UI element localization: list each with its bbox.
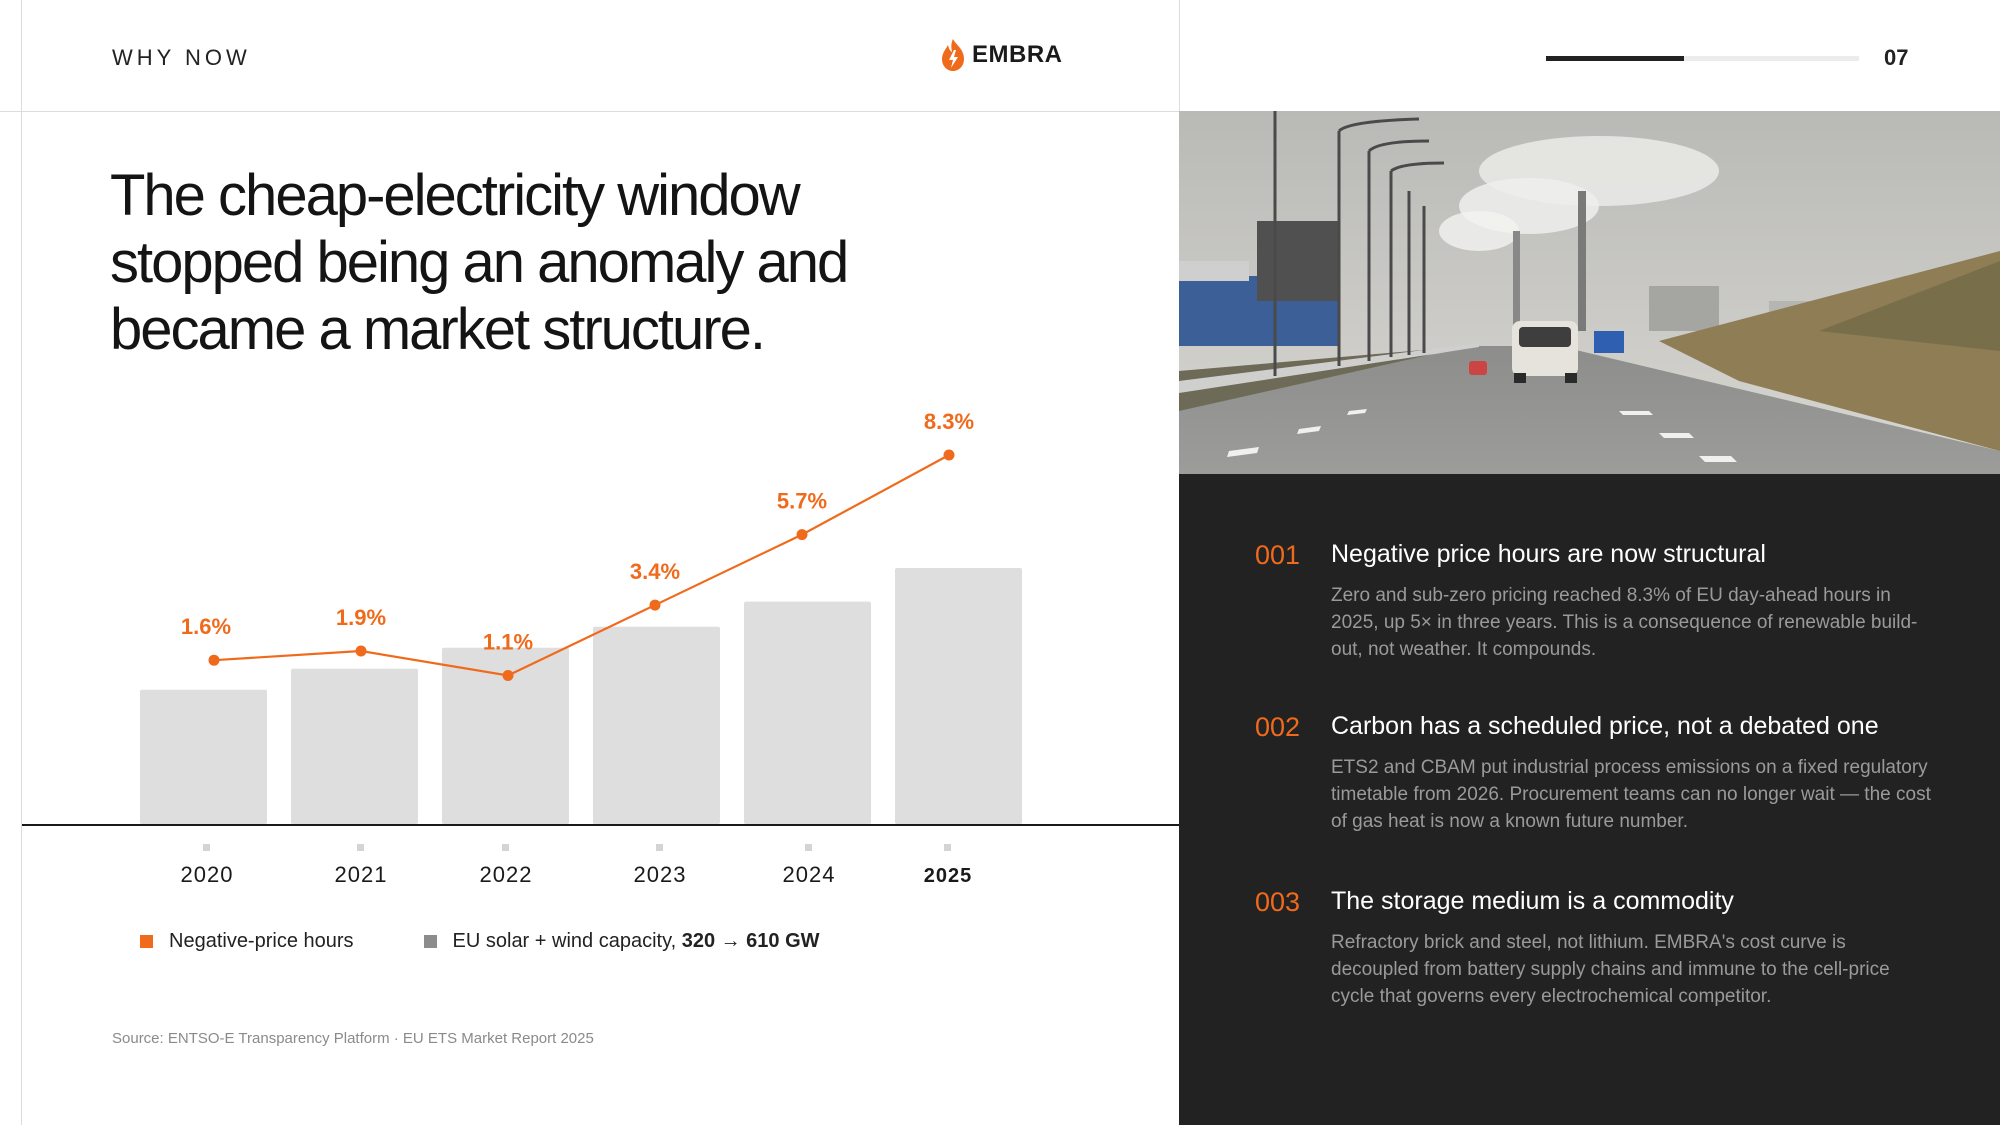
- line-point-2025: [943, 449, 955, 461]
- left-panel: WHY NOW EMBRA The cheap-electricity wind…: [0, 0, 1179, 1125]
- progress-fill: [1546, 56, 1684, 61]
- legend-label-bar-text: EU solar + wind capacity,: [452, 930, 682, 952]
- point-title: Negative price hours are now structural: [1331, 540, 1766, 568]
- legend-label-line: Negative-price hours: [169, 930, 354, 952]
- bar-2023: [593, 626, 720, 824]
- legend-item-negative-price: Negative-price hours: [140, 930, 354, 953]
- industrial-highway-photo: [1179, 111, 2000, 474]
- line-point-2021: [355, 645, 367, 657]
- x-tick-label-2023: 2023: [634, 862, 687, 887]
- point-body: ETS2 and CBAM put industrial process emi…: [1331, 757, 1931, 832]
- x-tick-2020: [203, 844, 210, 851]
- legend-item-capacity: EU solar + wind capacity, 320 → 610 GW: [423, 930, 820, 953]
- right-panel: 07: [1179, 0, 2000, 1125]
- bar-2022: [442, 647, 569, 824]
- x-tick-2025: [944, 844, 951, 851]
- x-tick-label-2024: 2024: [783, 862, 836, 887]
- line-point-2020: [208, 654, 220, 666]
- bar-2024: [744, 601, 871, 824]
- page-number: 07: [1884, 45, 1909, 70]
- legend-swatch-orange: [140, 935, 153, 948]
- brand-logo: EMBRA: [940, 38, 1063, 72]
- data-label-2025: 8.3%: [924, 409, 974, 434]
- x-tick-2023: [656, 844, 663, 851]
- data-label-2021: 1.9%: [336, 605, 386, 630]
- point-body: Refractory brick and steel, not lithium.…: [1331, 932, 1890, 1007]
- point-title: Carbon has a scheduled price, not a deba…: [1331, 712, 1879, 740]
- brand-name: EMBRA: [972, 41, 1063, 68]
- left-margin-rule: [21, 0, 22, 1125]
- right-header: 07: [1179, 0, 2000, 111]
- legend-label-bar-range: 320 → 610 GW: [681, 930, 820, 952]
- point-number: 002: [1255, 712, 1301, 742]
- bar-2020: [140, 689, 267, 824]
- data-label-2020: 1.6%: [181, 614, 231, 639]
- data-label-2023: 3.4%: [630, 559, 680, 584]
- x-tick-label-2025: 2025: [924, 865, 973, 887]
- data-label-2022: 1.1%: [483, 630, 533, 655]
- chart-legend: Negative-price hours EU solar + wind cap…: [140, 930, 820, 953]
- chart: 2020 2021 2022 2023 2024 2025 1.6% 1.9% 1.1% 3.4%…: [22, 409, 1179, 887]
- legend-label-bar: EU solar + wind capacity, 320 → 610 GW: [453, 930, 820, 953]
- progress-bar: [1546, 56, 1859, 61]
- x-tick-2022: [502, 844, 509, 851]
- bar-2025: [895, 568, 1022, 824]
- line-point-2023: [649, 599, 661, 611]
- flame-bolt-icon: [942, 39, 964, 71]
- slide-title: The cheap-electricity window stopped bei…: [110, 163, 849, 362]
- data-label-2024: 5.7%: [777, 489, 827, 514]
- point-number: 003: [1255, 887, 1301, 917]
- x-tick-label-2020: 2020: [181, 862, 234, 887]
- x-tick-label-2022: 2022: [480, 862, 533, 887]
- legend-swatch-gray: [423, 935, 437, 948]
- header-divider: [0, 111, 1179, 112]
- point-number: 001: [1255, 540, 1301, 570]
- point-title: The storage medium is a commodity: [1331, 887, 1734, 915]
- bar-2021: [291, 668, 418, 824]
- point-body: Zero and sub-zero pricing reached 8.3% o…: [1331, 585, 1918, 660]
- line-point-2022: [502, 670, 514, 681]
- line-point-2024: [796, 529, 808, 541]
- source-note: Source: ENTSO-E Transparency Platform · …: [112, 1030, 594, 1047]
- x-tick-2024: [805, 844, 812, 851]
- x-tick-2021: [357, 844, 364, 851]
- series-line-negative-price-hours: [213, 454, 950, 677]
- x-tick-label-2021: 2021: [335, 862, 388, 887]
- section-label: WHY NOW: [112, 45, 251, 70]
